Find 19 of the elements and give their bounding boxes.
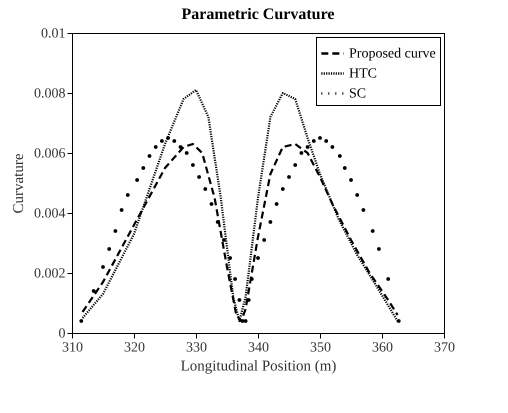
y-tick-label: 0.002 xyxy=(34,266,66,282)
x-tick-label: 360 xyxy=(372,340,393,356)
y-tick-label: 0.006 xyxy=(34,146,66,162)
x-tick-label: 370 xyxy=(434,340,455,356)
x-tick-label: 350 xyxy=(310,340,331,356)
legend-label: HTC xyxy=(349,66,377,82)
x-axis-title: Longitudinal Position (m) xyxy=(180,358,336,374)
x-tick-label: 320 xyxy=(124,340,145,356)
y-tick-label: 0 xyxy=(58,326,66,342)
y-tick-label: 0.01 xyxy=(41,26,66,42)
x-tick-label: 330 xyxy=(186,340,207,356)
chart-title: Parametric Curvature xyxy=(182,6,334,23)
legend-label: Proposed curve xyxy=(349,46,436,62)
y-tick-label: 0.008 xyxy=(34,86,66,102)
y-axis-title: Curvature xyxy=(11,153,27,214)
x-tick-label: 310 xyxy=(62,340,83,356)
legend-label: SC xyxy=(349,86,366,102)
y-tick-label: 0.004 xyxy=(34,206,66,222)
x-tick-label: 340 xyxy=(248,340,269,356)
